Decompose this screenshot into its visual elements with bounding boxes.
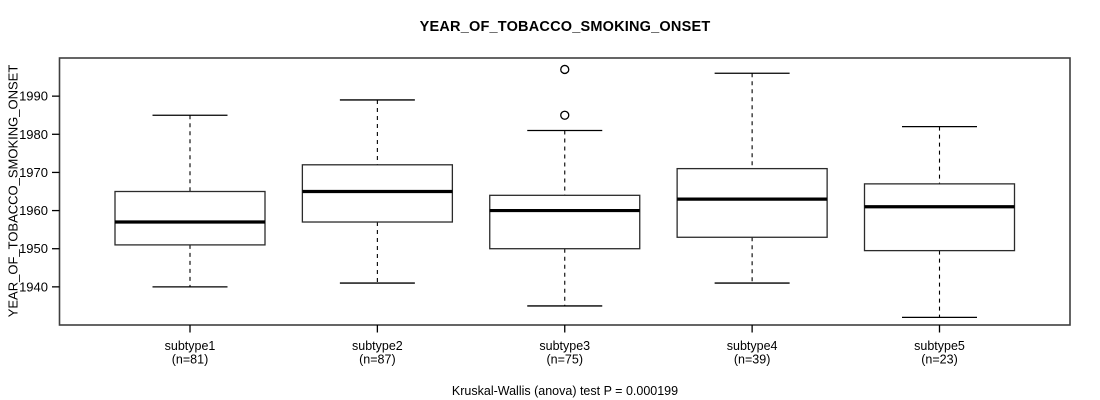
group-n-label: (n=81) (172, 353, 208, 367)
outlier-point (560, 110, 570, 120)
y-tick-label: 1980 (19, 127, 48, 142)
y-tick-label: 1940 (19, 279, 48, 294)
iqr-box (114, 190, 266, 246)
group-label: subtype4 (727, 339, 778, 353)
group-label: subtype2 (352, 339, 403, 353)
y-tick-label: 1990 (19, 89, 48, 104)
group-n-label: (n=39) (734, 353, 770, 367)
group-label: subtype1 (165, 339, 216, 353)
iqr-box (863, 183, 1016, 252)
group-n-label: (n=23) (921, 353, 957, 367)
group-label: subtype3 (539, 339, 590, 353)
outlier-point (560, 64, 570, 75)
iqr-box (489, 194, 641, 250)
y-tick-label: 1960 (19, 203, 48, 218)
stats-annotation: Kruskal-Wallis (anova) test P = 0.000199 (451, 384, 679, 398)
y-tick-label: 1970 (19, 165, 48, 180)
chart-title: YEAR_OF_TOBACCO_SMOKING_ONSET (419, 19, 711, 35)
iqr-box (676, 167, 828, 238)
group-n-label: (n=87) (359, 353, 395, 367)
iqr-box (301, 164, 454, 223)
group-label: subtype5 (914, 339, 965, 353)
group-n-label: (n=75) (547, 353, 583, 367)
y-tick-label: 1950 (19, 241, 48, 256)
